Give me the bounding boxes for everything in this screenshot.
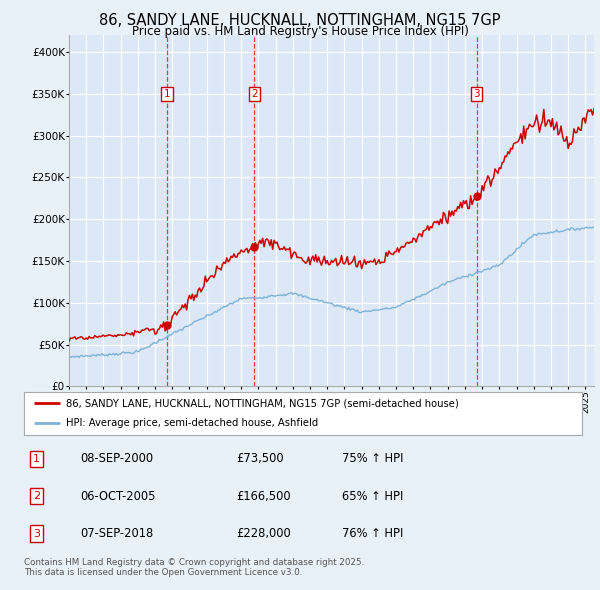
Text: Price paid vs. HM Land Registry's House Price Index (HPI): Price paid vs. HM Land Registry's House … — [131, 25, 469, 38]
Text: 1: 1 — [164, 89, 170, 99]
Text: HPI: Average price, semi-detached house, Ashfield: HPI: Average price, semi-detached house,… — [66, 418, 318, 428]
Text: 2: 2 — [33, 491, 40, 501]
Text: 1: 1 — [33, 454, 40, 464]
Text: 08-SEP-2000: 08-SEP-2000 — [80, 453, 153, 466]
Text: 86, SANDY LANE, HUCKNALL, NOTTINGHAM, NG15 7GP (semi-detached house): 86, SANDY LANE, HUCKNALL, NOTTINGHAM, NG… — [66, 398, 458, 408]
Text: £166,500: £166,500 — [236, 490, 290, 503]
Text: 65% ↑ HPI: 65% ↑ HPI — [342, 490, 403, 503]
Text: 3: 3 — [473, 89, 480, 99]
Text: 2: 2 — [251, 89, 257, 99]
Text: 07-SEP-2018: 07-SEP-2018 — [80, 527, 153, 540]
Text: £73,500: £73,500 — [236, 453, 284, 466]
Text: Contains HM Land Registry data © Crown copyright and database right 2025.
This d: Contains HM Land Registry data © Crown c… — [24, 558, 364, 577]
Text: 06-OCT-2005: 06-OCT-2005 — [80, 490, 155, 503]
Text: £228,000: £228,000 — [236, 527, 291, 540]
Text: 3: 3 — [33, 529, 40, 539]
Text: 76% ↑ HPI: 76% ↑ HPI — [342, 527, 403, 540]
Text: 75% ↑ HPI: 75% ↑ HPI — [342, 453, 404, 466]
Text: 86, SANDY LANE, HUCKNALL, NOTTINGHAM, NG15 7GP: 86, SANDY LANE, HUCKNALL, NOTTINGHAM, NG… — [99, 13, 501, 28]
